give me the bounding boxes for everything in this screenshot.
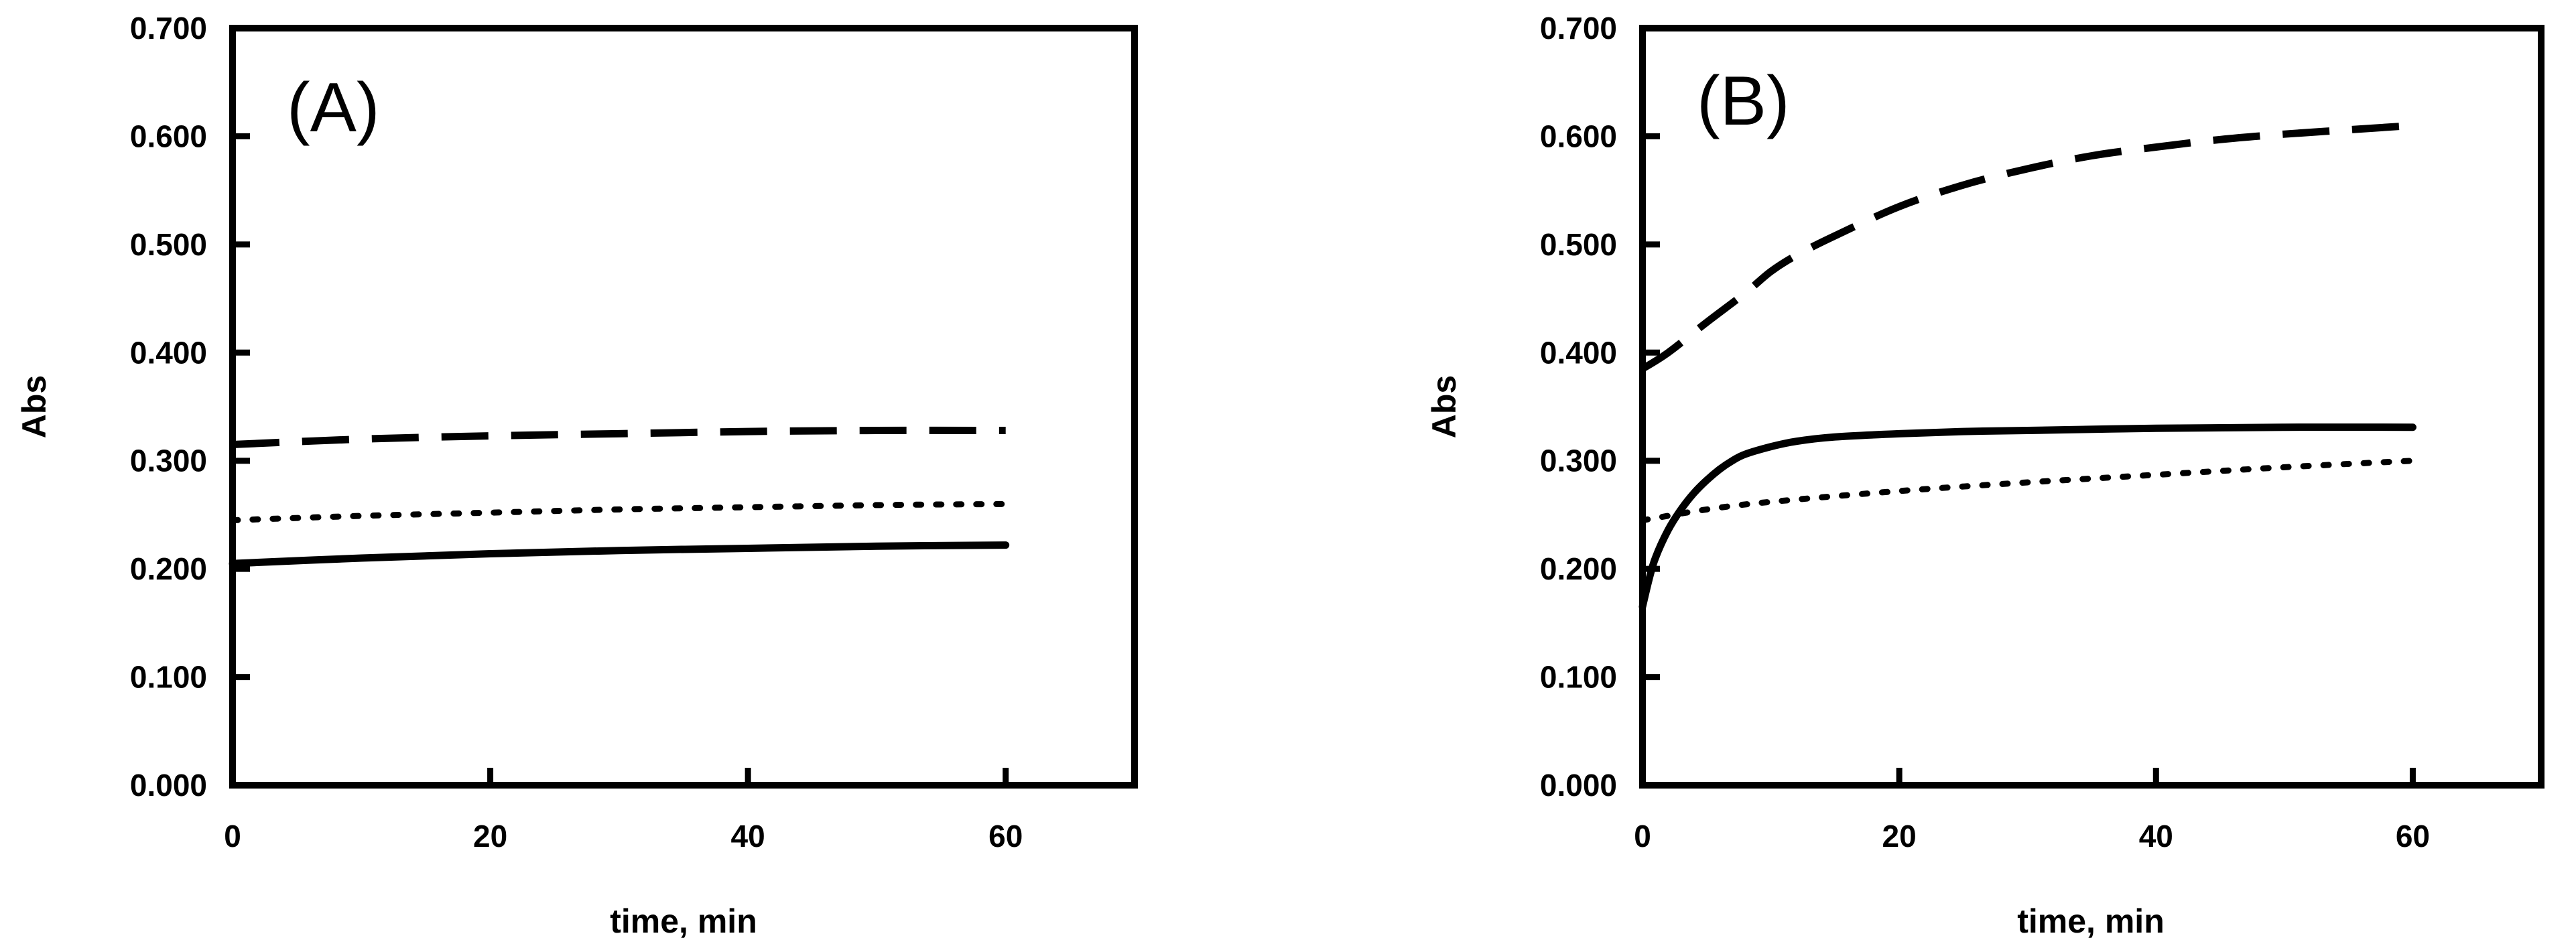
y-tick-label: 0.300	[130, 444, 207, 478]
y-tick-label: 0.700	[130, 11, 207, 46]
panel-label: (A)	[287, 69, 380, 147]
y-tick-label: 0.700	[1540, 11, 1617, 46]
x-tick-label: 0	[224, 819, 241, 854]
panel-label: (B)	[1697, 62, 1790, 140]
y-tick-label: 0.200	[130, 551, 207, 586]
y-axis-title: Abs	[15, 375, 53, 438]
y-tick-label: 0.600	[130, 119, 207, 153]
y-tick-label: 0.000	[130, 768, 207, 803]
x-tick-label: 20	[1882, 819, 1917, 854]
y-tick-label: 0.500	[130, 227, 207, 262]
y-axis-title: Abs	[1425, 375, 1463, 438]
x-axis-ticks: 0 20 40 60	[224, 768, 1023, 854]
y-tick-label: 0.600	[1540, 119, 1617, 153]
y-tick-label: 0.100	[1540, 660, 1617, 695]
series-line-dotted	[229, 500, 1009, 523]
x-axis-title: time, min	[2017, 902, 2164, 940]
plot-area-frame	[229, 25, 1138, 789]
y-tick-label: 0.200	[1540, 551, 1617, 586]
series-group	[1638, 121, 2417, 611]
x-tick-label: 20	[473, 819, 507, 854]
x-axis-ticks: 0 20 40 60	[1634, 768, 2430, 854]
plot-area-frame	[1639, 25, 2545, 789]
y-tick-label: 0.300	[1540, 444, 1617, 478]
x-tick-label: 0	[1634, 819, 1651, 854]
x-tick-label: 60	[2396, 819, 2430, 854]
y-axis-ticks: 0.000 0.100 0.200 0.300 0.400 0.500 0.600 0.700	[130, 11, 250, 803]
y-tick-label: 0.400	[1540, 335, 1617, 370]
x-tick-label: 60	[988, 819, 1023, 854]
chart-panel-b: 0.000 0.100 0.200 0.300 0.400 0.500 0.600 0.700…	[1425, 11, 2545, 940]
x-tick-label: 40	[731, 819, 765, 854]
series-line-solid	[229, 541, 1010, 567]
series-group	[229, 426, 1010, 567]
series-line-dotted	[1639, 458, 2416, 523]
y-tick-label: 0.400	[130, 335, 207, 370]
y-tick-label: 0.100	[130, 660, 207, 695]
series-line-dashed	[232, 426, 1006, 448]
series-line-solid	[1638, 423, 2417, 611]
x-axis-title: time, min	[610, 902, 757, 940]
series-line-dashed	[1640, 121, 2413, 372]
x-tick-label: 40	[2139, 819, 2173, 854]
y-tick-label: 0.000	[1540, 768, 1617, 803]
y-axis-ticks: 0.000 0.100 0.200 0.300 0.400 0.500 0.600 0.700	[1540, 11, 1660, 803]
chart-panel-a: 0.000 0.100 0.200 0.300 0.400 0.500 0.600 0.700…	[15, 11, 1138, 940]
y-tick-label: 0.500	[1540, 227, 1617, 262]
